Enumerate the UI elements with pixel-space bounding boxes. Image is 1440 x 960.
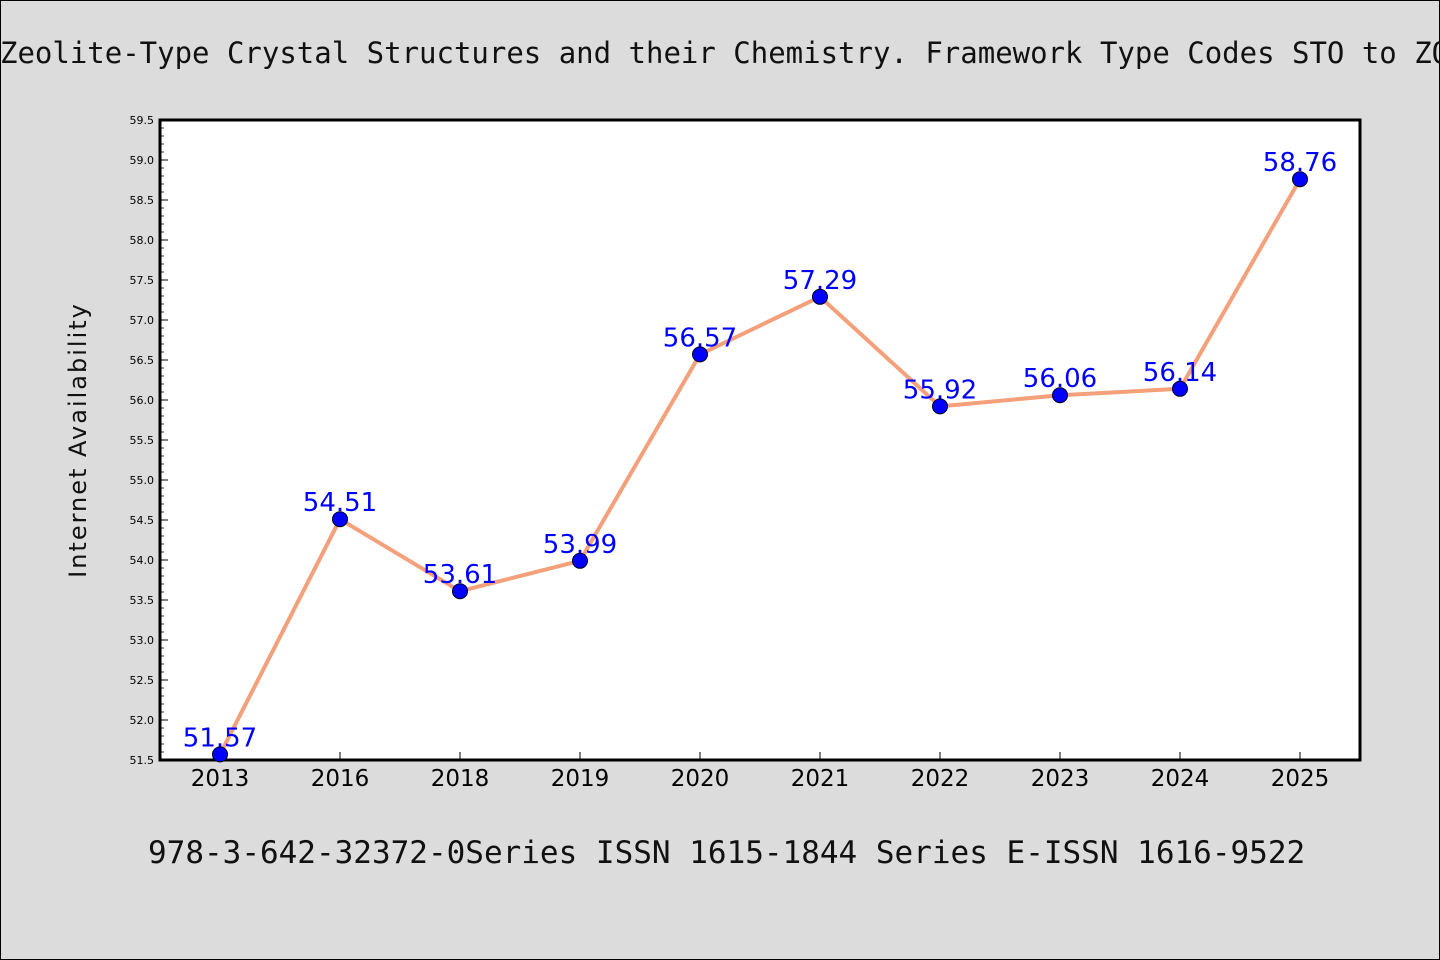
y-tick-label: 56.5 — [130, 354, 155, 367]
data-point — [1052, 387, 1068, 404]
y-axis: 51.5 52.0 52.5 53.0 53.5 54.0 54.5 55.0 55.5 56.0… — [130, 114, 168, 767]
data-point — [332, 511, 348, 528]
y-tick-label: 54.5 — [130, 514, 155, 527]
x-tick-label: 2025 — [1271, 766, 1330, 792]
data-label: 57.29 — [783, 266, 857, 296]
x-tick-label: 2021 — [791, 766, 850, 792]
y-tick-label: 56.0 — [130, 394, 155, 407]
data-label: 53.61 — [423, 560, 497, 590]
data-label: 53.99 — [543, 530, 617, 560]
plot-area — [158, 118, 1362, 762]
data-label: 56.14 — [1143, 358, 1217, 388]
y-tick-label: 55.5 — [130, 434, 155, 447]
x-tick-label: 2019 — [551, 766, 610, 792]
data-labels: 51.57 54.51 53.61 53.99 56.57 57.29 55.92 56.06… — [183, 148, 1337, 753]
y-tick-label: 58.5 — [130, 194, 155, 207]
y-tick-label: 55.0 — [130, 474, 155, 487]
data-point — [1172, 380, 1188, 397]
data-label: 56.06 — [1023, 364, 1097, 394]
y-tick-label: 59.0 — [130, 154, 155, 167]
y-axis-label: Internet Availability — [64, 302, 92, 578]
y-tick-label: 59.5 — [130, 114, 155, 127]
data-label: 54.51 — [303, 488, 377, 518]
y-tick-label: 58.0 — [130, 234, 155, 247]
data-label: 56.57 — [663, 323, 737, 353]
x-axis: 2013 2016 2018 2019 2020 2021 2022 2023 2024 2025 — [191, 752, 1330, 792]
x-tick-label: 2018 — [431, 766, 490, 792]
x-tick-label: 2020 — [671, 766, 730, 792]
x-tick-label: 2013 — [191, 766, 250, 792]
y-tick-label: 53.0 — [130, 634, 155, 647]
data-point — [212, 746, 228, 763]
data-markers — [212, 171, 1308, 763]
data-label: 51.57 — [183, 723, 257, 753]
data-point — [932, 398, 948, 415]
data-label: 55.92 — [903, 375, 977, 405]
series-line — [218, 178, 1302, 756]
data-point — [1292, 171, 1308, 188]
footer-isbn: 978-3-642-32372-0Series ISSN 1615-1844 S… — [148, 835, 1306, 871]
data-point — [812, 288, 828, 305]
data-point — [452, 583, 468, 600]
y-tick-label: 51.5 — [130, 754, 155, 767]
chart-title: Zeolite-Type Crystal Structures and thei… — [0, 36, 1440, 70]
x-tick-label: 2016 — [311, 766, 370, 792]
y-tick-label: 53.5 — [130, 594, 155, 607]
x-tick-label: 2024 — [1151, 766, 1210, 792]
data-point — [692, 346, 708, 363]
y-tick-label: 57.0 — [130, 314, 155, 327]
x-tick-label: 2023 — [1031, 766, 1090, 792]
y-tick-label: 54.0 — [130, 554, 155, 567]
x-tick-label: 2022 — [911, 766, 970, 792]
data-label: 58.76 — [1263, 148, 1337, 178]
data-point — [572, 552, 588, 569]
y-tick-label: 52.0 — [130, 714, 155, 727]
y-tick-label: 52.5 — [130, 674, 155, 687]
y-tick-label: 57.5 — [130, 274, 155, 287]
